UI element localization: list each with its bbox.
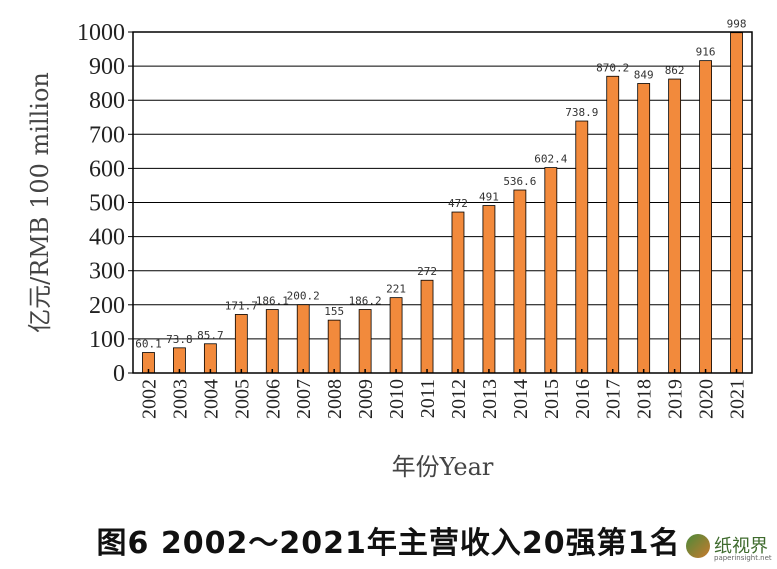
data-label: 491 bbox=[479, 191, 499, 204]
bar bbox=[575, 120, 589, 374]
data-label: 536.6 bbox=[503, 175, 536, 188]
bar bbox=[234, 314, 248, 374]
x-tick-label: 2011 bbox=[417, 379, 439, 418]
bar bbox=[451, 211, 465, 374]
bar bbox=[389, 297, 403, 374]
data-label: 272 bbox=[417, 265, 437, 278]
x-tick-label: 2015 bbox=[541, 379, 563, 419]
data-label: 862 bbox=[665, 64, 685, 77]
y-tick-labels: 0 100 200 300 400 500 600 700 800 900 1000 bbox=[77, 20, 125, 387]
x-tick-label: 2009 bbox=[355, 379, 377, 419]
bar bbox=[699, 60, 712, 374]
bar bbox=[637, 83, 651, 374]
x-tick-label: 2006 bbox=[262, 379, 284, 419]
bar bbox=[730, 32, 743, 374]
data-label: 85.7 bbox=[197, 329, 224, 342]
y-tick-label: 900 bbox=[89, 54, 125, 80]
bar bbox=[265, 309, 279, 374]
x-tick-label: 2018 bbox=[634, 379, 656, 419]
figure-caption: 图6 2002～2021年主营收入20强第1名 bbox=[96, 526, 681, 561]
data-label: 186.1 bbox=[256, 295, 289, 308]
x-axis-title: 年份Year bbox=[392, 453, 494, 481]
y-tick-label: 600 bbox=[89, 156, 125, 182]
y-tick-label: 800 bbox=[89, 88, 125, 114]
x-tick-label: 2010 bbox=[386, 379, 408, 419]
x-tick-label: 2014 bbox=[510, 379, 532, 419]
x-tick-label: 2020 bbox=[696, 379, 718, 419]
data-label: 186.2 bbox=[349, 295, 382, 308]
y-tick-label: 0 bbox=[113, 361, 125, 387]
y-tick-label: 300 bbox=[89, 259, 125, 285]
logo-subtext: paperinsight.net bbox=[714, 554, 772, 562]
bar bbox=[482, 205, 496, 374]
y-tick-label: 700 bbox=[89, 122, 125, 148]
plot-frame bbox=[132, 31, 753, 374]
x-tick-label: 2004 bbox=[200, 379, 222, 419]
data-label: 155 bbox=[324, 305, 344, 318]
data-label: 916 bbox=[696, 46, 716, 59]
data-label: 73.8 bbox=[166, 333, 193, 346]
x-tick-label: 2017 bbox=[603, 379, 625, 419]
data-label: 849 bbox=[634, 68, 654, 81]
bar bbox=[358, 309, 372, 374]
bar bbox=[420, 279, 434, 374]
logo-icon bbox=[686, 534, 710, 558]
data-label: 472 bbox=[448, 197, 468, 210]
data-label: 200.2 bbox=[287, 290, 320, 303]
grid-lines bbox=[128, 31, 752, 374]
bar-series bbox=[142, 32, 743, 374]
bar bbox=[327, 319, 341, 374]
data-label: 738.9 bbox=[565, 106, 598, 119]
y-tick-label: 500 bbox=[89, 191, 125, 217]
x-tick-label: 2007 bbox=[293, 379, 315, 419]
y-tick-label: 1000 bbox=[77, 20, 125, 46]
x-tick-label: 2002 bbox=[138, 379, 160, 419]
site-logo: 纸视界 paperinsight.net bbox=[686, 530, 772, 566]
x-tick-labels: 2002 2003 2004 2005 2006 2007 2008 2009 2010 2011… bbox=[138, 379, 748, 419]
x-tick-label: 2003 bbox=[169, 379, 191, 419]
x-tick-label: 2008 bbox=[324, 379, 346, 419]
bar bbox=[606, 75, 620, 374]
y-axis-title: 亿元/RMB 100 million bbox=[26, 72, 54, 333]
data-label: 221 bbox=[386, 283, 406, 296]
x-tick-label: 2005 bbox=[231, 379, 253, 419]
x-tick-label: 2016 bbox=[572, 379, 594, 419]
x-tick-label: 2021 bbox=[727, 379, 749, 419]
x-tick-label: 2019 bbox=[665, 379, 687, 419]
data-label: 602.4 bbox=[534, 153, 567, 166]
logo-text: 纸视界 bbox=[714, 536, 768, 557]
x-tick-label: 2012 bbox=[448, 379, 470, 419]
data-label: 998 bbox=[727, 18, 747, 31]
x-tick-label: 2013 bbox=[479, 379, 501, 419]
data-label: 870.2 bbox=[596, 61, 629, 74]
bar bbox=[544, 167, 558, 374]
data-label: 171.7 bbox=[225, 299, 258, 312]
bar bbox=[203, 343, 217, 374]
bar bbox=[513, 189, 527, 374]
data-label: 60.1 bbox=[135, 338, 162, 351]
bar bbox=[296, 304, 310, 374]
bar bbox=[668, 78, 682, 374]
y-tick-label: 400 bbox=[89, 225, 125, 251]
y-tick-label: 100 bbox=[89, 327, 125, 353]
y-tick-label: 200 bbox=[89, 293, 125, 319]
